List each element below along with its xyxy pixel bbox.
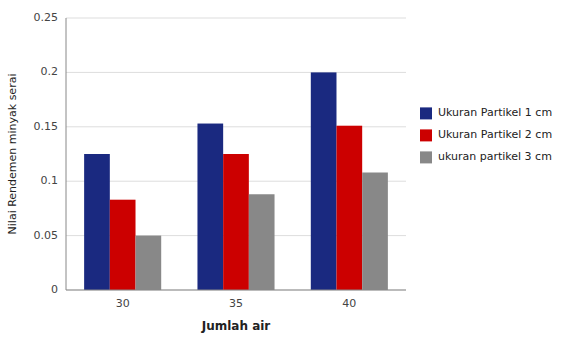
y-tick-label: 0.15 (34, 120, 59, 133)
bar (362, 172, 388, 290)
bar (223, 154, 249, 290)
y-axis-label: Nilai Rendemen minyak serai (6, 74, 19, 235)
legend-label: ukuran partikel 3 cm (438, 150, 552, 163)
legend-label: Ukuran Partikel 2 cm (438, 128, 552, 141)
legend-swatch (420, 129, 432, 141)
bar (136, 236, 162, 290)
y-tick-label: 0 (51, 283, 58, 296)
bar (197, 124, 223, 290)
bar (336, 126, 362, 290)
y-axis-line (66, 18, 67, 290)
x-tick-label: 30 (116, 297, 130, 310)
y-tick-label: 0.1 (41, 174, 59, 187)
chart: 0 0.05 0.1 0.15 0.2 0.25 30 35 40 Jumlah air Nilai… (0, 0, 574, 342)
grid (66, 18, 406, 290)
chart-container: 0 0.05 0.1 0.15 0.2 0.25 30 35 40 Jumlah air Nilai… (0, 0, 574, 342)
grid-line (66, 290, 406, 291)
bar (84, 154, 110, 290)
legend-label: Ukuran Partikel 1 cm (438, 106, 552, 119)
x-axis-label: Jumlah air (201, 319, 271, 333)
legend-swatch (420, 107, 432, 119)
x-axis-line (66, 290, 406, 291)
y-ticks: 0 0.05 0.1 0.15 0.2 0.25 (34, 11, 59, 296)
bar (249, 194, 275, 290)
grid-line (66, 72, 406, 73)
x-tick-label: 40 (342, 297, 356, 310)
x-tick-label: 35 (229, 297, 243, 310)
bars (84, 72, 388, 290)
y-tick-label: 0.05 (34, 229, 59, 242)
x-ticks: 30 35 40 (116, 297, 357, 310)
bar (311, 72, 337, 290)
grid-line (66, 18, 406, 19)
legend: Ukuran Partikel 1 cm Ukuran Partikel 2 cm… (420, 106, 552, 163)
y-tick-label: 0.2 (41, 65, 59, 78)
legend-swatch (420, 151, 432, 163)
bar (110, 200, 136, 290)
y-tick-label: 0.25 (34, 11, 59, 24)
